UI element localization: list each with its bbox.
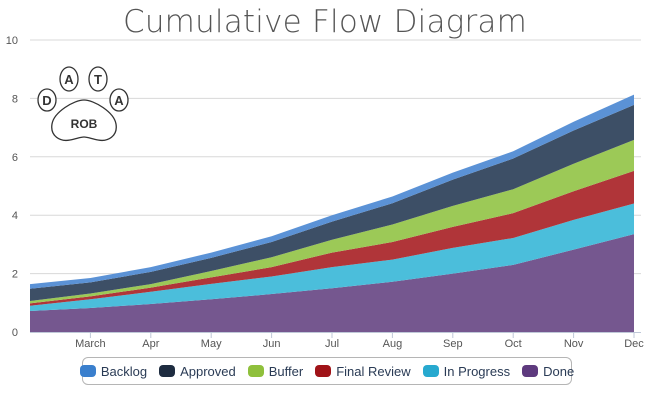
paw-letter-2: A — [64, 72, 74, 87]
y-tick-label: 10 — [6, 35, 18, 47]
paw-letter-1: D — [42, 93, 51, 108]
legend-label: Buffer — [268, 363, 304, 379]
legend-swatch — [315, 365, 332, 377]
chart-title: Cumulative Flow Diagram — [122, 4, 528, 40]
legend-item-done[interactable]: Done — [522, 364, 574, 379]
legend-swatch — [422, 365, 439, 377]
x-tick-label: Oct — [505, 338, 522, 350]
paw-toe-2 — [59, 66, 79, 92]
axes: 0 2 4 6 8 10 March Apr May Jun Jul Aug Sep Oct Nov Dec — [6, 35, 645, 350]
y-tick-label: 4 — [12, 210, 18, 222]
legend-swatch — [522, 365, 539, 377]
legend-label: Final Review — [336, 363, 411, 379]
x-tick-label: Jul — [325, 338, 339, 350]
legend-label: In Progress — [443, 363, 511, 379]
paw-letter-3: T — [94, 72, 102, 87]
paw-letter-4: A — [114, 93, 124, 108]
area-series-done[interactable] — [30, 234, 634, 332]
legend-swatch — [247, 365, 264, 377]
x-tick-label: Sep — [443, 338, 463, 350]
legend-swatch — [79, 365, 96, 377]
legend-swatch — [159, 365, 176, 377]
area-series-in-progress[interactable] — [30, 203, 634, 311]
area-series-layer — [30, 94, 634, 332]
paw-logo: D A T A ROB — [37, 66, 129, 142]
x-tick-label: Apr — [142, 338, 159, 350]
legend-item-in-progress[interactable]: In Progress — [422, 363, 511, 379]
legend-item-buffer[interactable]: Buffer — [247, 363, 304, 379]
paw-toe-4 — [109, 88, 129, 112]
paw-center-text: ROB — [71, 117, 98, 131]
paw-pad — [51, 99, 117, 142]
legend-item-approved[interactable]: Approved — [159, 364, 236, 379]
x-tick-label: Aug — [383, 338, 403, 350]
y-tick-label: 6 — [12, 152, 18, 164]
legend-label: Backlog — [100, 363, 148, 379]
paw-toe-1 — [37, 88, 57, 112]
legend-item-final-review[interactable]: Final Review — [315, 363, 411, 379]
x-tick-label: Nov — [564, 338, 584, 350]
y-tick-label: 0 — [12, 327, 18, 339]
x-tick-label: March — [75, 338, 106, 350]
x-tick-label: May — [201, 338, 222, 350]
x-tick-label: Dec — [624, 338, 644, 350]
chart-legend: Backlog Approved Buffer Final Review In Prog… — [79, 357, 574, 385]
legend-item-backlog[interactable]: Backlog — [79, 363, 148, 379]
legend-label: Done — [543, 363, 575, 379]
y-tick-label: 8 — [12, 93, 18, 105]
paw-toe-3 — [88, 66, 108, 92]
legend-label: Approved — [180, 363, 236, 379]
y-tick-label: 2 — [12, 269, 18, 281]
x-tick-label: Jun — [263, 338, 281, 350]
